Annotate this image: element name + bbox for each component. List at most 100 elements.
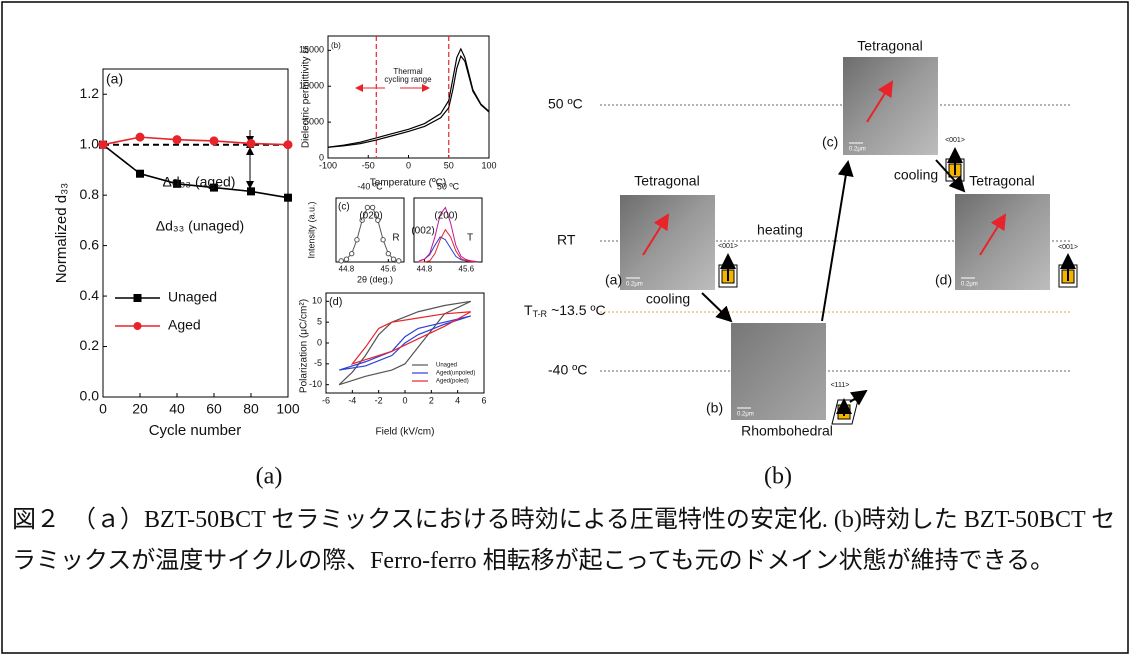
caption: 図２ （ａ）BZT-50BCT セラミックスにおける時効による圧電特性の安定化.…	[12, 500, 1120, 582]
diagram: 50 ºC RT TT-R~13.5 ºC -40 ºC (a) (b) (c)…	[524, 38, 1078, 439]
x-tick-label: 0	[99, 400, 107, 416]
x-tick-label: -50	[362, 160, 375, 170]
marker	[355, 238, 359, 242]
legend-marker	[134, 294, 142, 302]
marker	[381, 238, 385, 242]
x-tick-label: 4	[455, 395, 460, 405]
x-tick-label: 40	[169, 400, 185, 416]
annotation: (200)	[434, 211, 457, 222]
marker	[136, 133, 144, 141]
annotation: (b)	[331, 41, 341, 50]
marker	[365, 205, 369, 209]
image-letter: (b)	[706, 400, 723, 416]
marker	[386, 251, 390, 255]
direction-label: <001>	[1058, 244, 1078, 251]
y-tick-label: -5	[314, 358, 322, 368]
y-axis-label: Normalized d₃₃	[53, 183, 70, 284]
x-tick-label: 80	[243, 400, 259, 416]
scale-label: 0.2μm	[626, 282, 643, 288]
x-tick-label: -2	[375, 395, 383, 405]
phase-label: Tetragonal	[857, 38, 922, 54]
legend-label: Aged	[168, 317, 201, 333]
scale-label: 0.2μm	[849, 147, 866, 153]
x-tick-label: 100	[276, 400, 300, 416]
y-axis-label: Intensity (a.u.)	[306, 201, 316, 258]
y-tick-label: 0	[317, 337, 322, 347]
scale-label: 0.2μm	[737, 412, 754, 418]
x-tick-label: 0	[402, 395, 407, 405]
marker	[344, 257, 348, 261]
x-axis-label: Cycle number	[149, 422, 242, 439]
figure: 50 ºC RT TT-R~13.5 ºC -40 ºC (a) (b) (c)…	[0, 0, 1131, 656]
marker	[391, 257, 395, 261]
x-axis-label: 2θ (deg.)	[357, 274, 393, 284]
legend-label: Aged(unpoled)	[436, 371, 475, 377]
level-text: ~13.5 ºC	[551, 302, 606, 318]
phase-label: Tetragonal	[634, 173, 699, 189]
y-tick-label: 1.0	[80, 135, 100, 151]
annotation: (d)	[329, 296, 342, 308]
annotation: (a)	[106, 71, 123, 87]
chart-title: 50 ºC	[437, 181, 460, 191]
marker	[247, 187, 255, 195]
level-label: 50 ºC	[548, 96, 583, 112]
panel-label: (b)	[764, 464, 792, 490]
y-axis-label: Polarization (μC/cm²)	[299, 299, 310, 393]
panel-label: (a)	[256, 464, 283, 490]
marker	[349, 251, 353, 255]
x-tick-label: -4	[348, 395, 356, 405]
y-tick-label: 5	[317, 317, 322, 327]
level-subscript: T-R	[533, 309, 548, 319]
legend-marker	[134, 322, 142, 330]
legend-label: Unaged	[436, 363, 457, 369]
legend-label: Unaged	[168, 289, 217, 305]
image-letter: (d)	[935, 272, 952, 288]
x-tick-label: 2	[429, 395, 434, 405]
phase-label: Tetragonal	[969, 173, 1034, 189]
marker	[370, 205, 374, 209]
transition-label: cooling	[646, 291, 690, 307]
level-label: -40 ºC	[548, 362, 587, 378]
marker	[339, 259, 343, 263]
level-label: TT-R~13.5 ºC	[524, 302, 606, 320]
marker	[136, 170, 144, 178]
annotation: T	[467, 233, 473, 244]
plot-frame	[328, 36, 489, 158]
x-tick-label: 44.8	[417, 264, 433, 273]
series-line	[103, 145, 288, 198]
annotation: cycling range	[384, 75, 432, 84]
x-tick-label: 45.6	[459, 264, 475, 273]
x-tick-label: 44.8	[339, 264, 355, 273]
y-tick-label: 0.8	[80, 186, 100, 202]
marker	[173, 136, 181, 144]
transition-label: cooling	[894, 167, 938, 183]
y-tick-label: 0.4	[80, 287, 100, 303]
marker	[99, 141, 107, 149]
y-tick-label: 0.0	[80, 388, 100, 404]
annotation: R	[392, 233, 399, 244]
x-axis-label: Field (kV/cm)	[376, 427, 435, 438]
image-letter: (c)	[822, 134, 838, 150]
direction-label: <111>	[831, 382, 850, 389]
chart-title: -40 ºC	[357, 181, 383, 191]
scale-label: 0.2μm	[961, 282, 978, 288]
y-axis-label: Dielectric permittivity εr	[301, 45, 312, 148]
phase-label: Rhombohedral	[741, 423, 833, 439]
annotation: (020)	[359, 211, 382, 222]
x-tick-label: 50	[444, 160, 454, 170]
series-line	[103, 137, 288, 145]
y-tick-label: 0.2	[80, 337, 100, 353]
image-letter: (a)	[605, 272, 622, 288]
marker	[210, 137, 218, 145]
direction-label: <001>	[718, 243, 738, 250]
legend-label: Aged(poled)	[436, 379, 469, 385]
marker	[284, 141, 292, 149]
level-label: RT	[557, 232, 576, 248]
x-tick-label: 0	[406, 160, 411, 170]
y-tick-label: -10	[309, 379, 322, 389]
x-tick-label: 100	[481, 160, 496, 170]
micrograph	[843, 57, 938, 155]
x-tick-label: 60	[206, 400, 222, 416]
y-tick-label: 1.2	[80, 85, 100, 101]
direction-label: <001>	[945, 137, 965, 144]
